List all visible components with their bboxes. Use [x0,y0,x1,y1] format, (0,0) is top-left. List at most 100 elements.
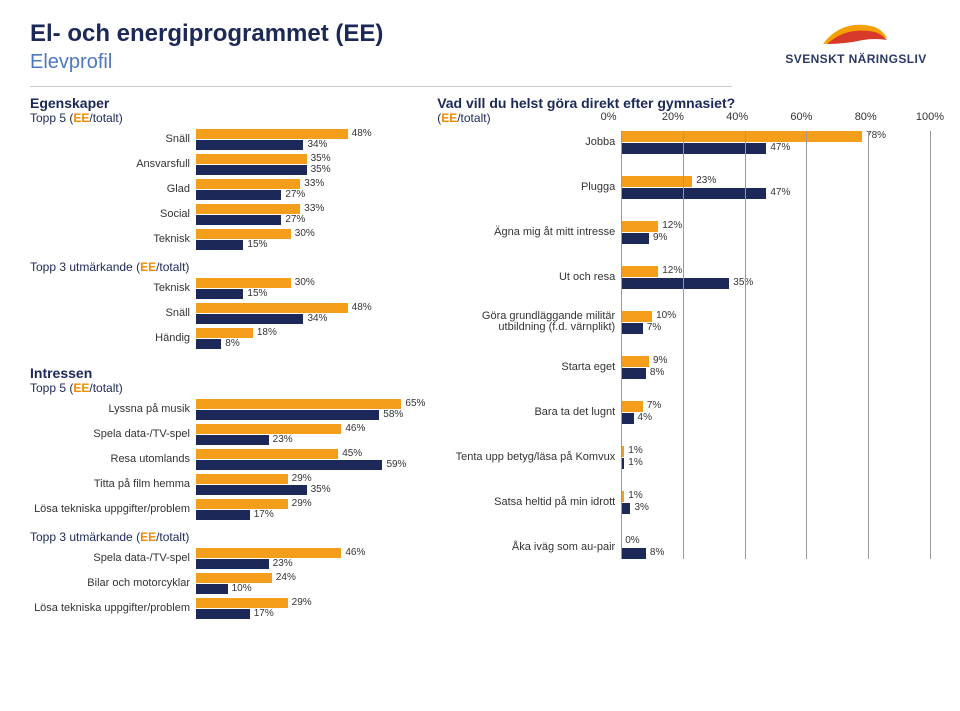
bar-totalt-value: 47% [770,142,790,153]
bar-track: 29%35% [196,474,417,495]
bar-ee-value: 18% [257,327,277,338]
ints-sub-a: Topp 5 ( [30,381,73,395]
bar-ee-value: 1% [628,445,642,456]
after-row-track: 1%3% [621,491,930,514]
bar-totalt-value: 8% [650,367,664,378]
bar-totalt-value: 35% [733,277,753,288]
bar-ee-value: 12% [662,265,682,276]
after-plot: Jobba78%47%Plugga23%47%Ägna mig åt mitt … [621,131,930,559]
props-diff-subline: Topp 3 utmärkande (EE/totalt) [30,260,417,274]
bar-totalt-value: 17% [254,608,274,619]
bar-label: Spela data-/TV-spel [30,553,196,565]
bar-ee-value: 29% [292,597,312,608]
bar-ee-value: 33% [304,178,324,189]
props-diff-body: Teknisk30%15%Snäll48%34%Händig18%8% [30,278,417,349]
ints-diff-sub-ee: EE [140,530,156,544]
after-row-track: 23%47% [621,176,930,199]
after-title: Vad vill du helst göra direkt efter gymn… [437,95,930,111]
props-sub-a: Topp 5 ( [30,111,73,125]
bar-totalt-value: 23% [273,434,293,445]
after-row: Bara ta det lugnt7%4% [621,401,930,424]
bar-label: Glad [30,184,196,196]
bar-ee [621,401,643,412]
after-row-label: Åka iväg som au-pair [437,542,621,554]
bar-label: Ansvarsfull [30,159,196,171]
bar-totalt [196,165,307,175]
after-row-track: 12% 35% [621,266,930,289]
bar-totalt-value: 23% [273,558,293,569]
panel-ints-diff: Topp 3 utmärkande (EE/totalt) Spela data… [30,530,417,619]
after-row-track: 9%8% [621,356,930,379]
bar-ee [621,131,862,142]
brand-logo: SVENSKT NÄRINGSLIV [776,14,936,66]
bar-ee [196,179,300,189]
bar-totalt [196,240,243,250]
props-sub-b: /totalt) [89,111,122,125]
bar-label: Teknisk [30,234,196,246]
ints-diff-body: Spela data-/TV-spel46%23%Bilar och motor… [30,548,417,619]
bar-pair: Lyssna på musik65%58% [30,399,417,420]
bar-totalt-value: 58% [383,409,403,420]
axis-gridline [621,131,622,559]
panel-after: Vad vill du helst göra direkt efter gymn… [437,95,930,559]
ints-body: Lyssna på musik65%58% Spela data-/TV-spel… [30,399,417,520]
panel-props-diff: Topp 3 utmärkande (EE/totalt) Teknisk 30%… [30,260,417,349]
bar-totalt [196,140,303,150]
bar-ee-value: 9% [653,355,667,366]
bar-totalt [196,410,379,420]
ints-diff-subline: Topp 3 utmärkande (EE/totalt) [30,530,417,544]
after-row-track: 0%8% [621,536,930,559]
after-row: Jobba78%47% [621,131,930,154]
page: SVENSKT NÄRINGSLIV El- och energiprogram… [0,0,960,711]
bar-ee [621,311,652,322]
bar-ee-value: 12% [662,220,682,231]
bar-ee [196,229,291,239]
bar-label: Snäll [30,134,196,146]
bar-totalt-value: 1% [628,457,642,468]
bar-label: Teknisk [30,283,196,295]
after-row-track: 7%4% [621,401,930,424]
bar-totalt-value: 27% [285,189,305,200]
props-title: Egenskaper [30,95,417,111]
bar-ee [196,548,341,558]
axis-gridline [930,131,931,559]
bar-totalt-value: 27% [285,214,305,225]
bar-track: 30%15% [196,229,417,250]
after-row: Starta eget9%8% [621,356,930,379]
bar-track: 48%34% [196,303,417,324]
bar-totalt-value: 8% [225,338,239,349]
bar-pair: Glad 33%27% [30,179,417,200]
bar-totalt [196,435,269,445]
bar-pair: Snäll48%34% [30,129,417,150]
axis-gridline [683,131,684,559]
after-row-label: Göra grundläggande militär utbildning (f… [437,311,621,334]
bar-ee [196,474,288,484]
bar-ee-value: 30% [295,277,315,288]
bar-ee-value: 46% [345,423,365,434]
after-sub-ee: EE [441,111,457,125]
after-row: Göra grundläggande militär utbildning (f… [621,311,930,334]
bar-label: Bilar och motorcyklar [30,578,196,590]
bar-ee-value: 1% [628,490,642,501]
bar-pair: Spela data-/TV-spel46%23% [30,548,417,569]
bar-pair: Bilar och motorcyklar24%10% [30,573,417,594]
bar-ee [196,573,272,583]
bar-label: Spela data-/TV-spel [30,429,196,441]
bar-track: 29%17% [196,499,417,520]
bar-pair: Lösa tekniska uppgifter/problem29%17% [30,598,417,619]
ints-title: Intressen [30,365,417,381]
bar-totalt-value: 35% [311,484,331,495]
bar-totalt-value: 9% [653,232,667,243]
after-row-label: Starta eget [437,362,621,374]
bar-track: 46%23% [196,548,417,569]
bar-ee-value: 45% [342,448,362,459]
bar-track: 46% 23% [196,424,417,445]
col-right: Vad vill du helst göra direkt efter gymn… [437,95,930,623]
panel-props: Egenskaper Topp 5 (EE/totalt) Snäll48%34… [30,95,417,250]
bar-ee-value: 29% [292,473,312,484]
after-row-label: Satsa heltid på min idrott [437,497,621,509]
after-row-label: Tenta upp betyg/läsa på Komvux [437,452,621,464]
bar-totalt-value: 7% [647,322,661,333]
bar-totalt-value: 34% [307,139,327,150]
ints-sub-ee: EE [73,381,89,395]
